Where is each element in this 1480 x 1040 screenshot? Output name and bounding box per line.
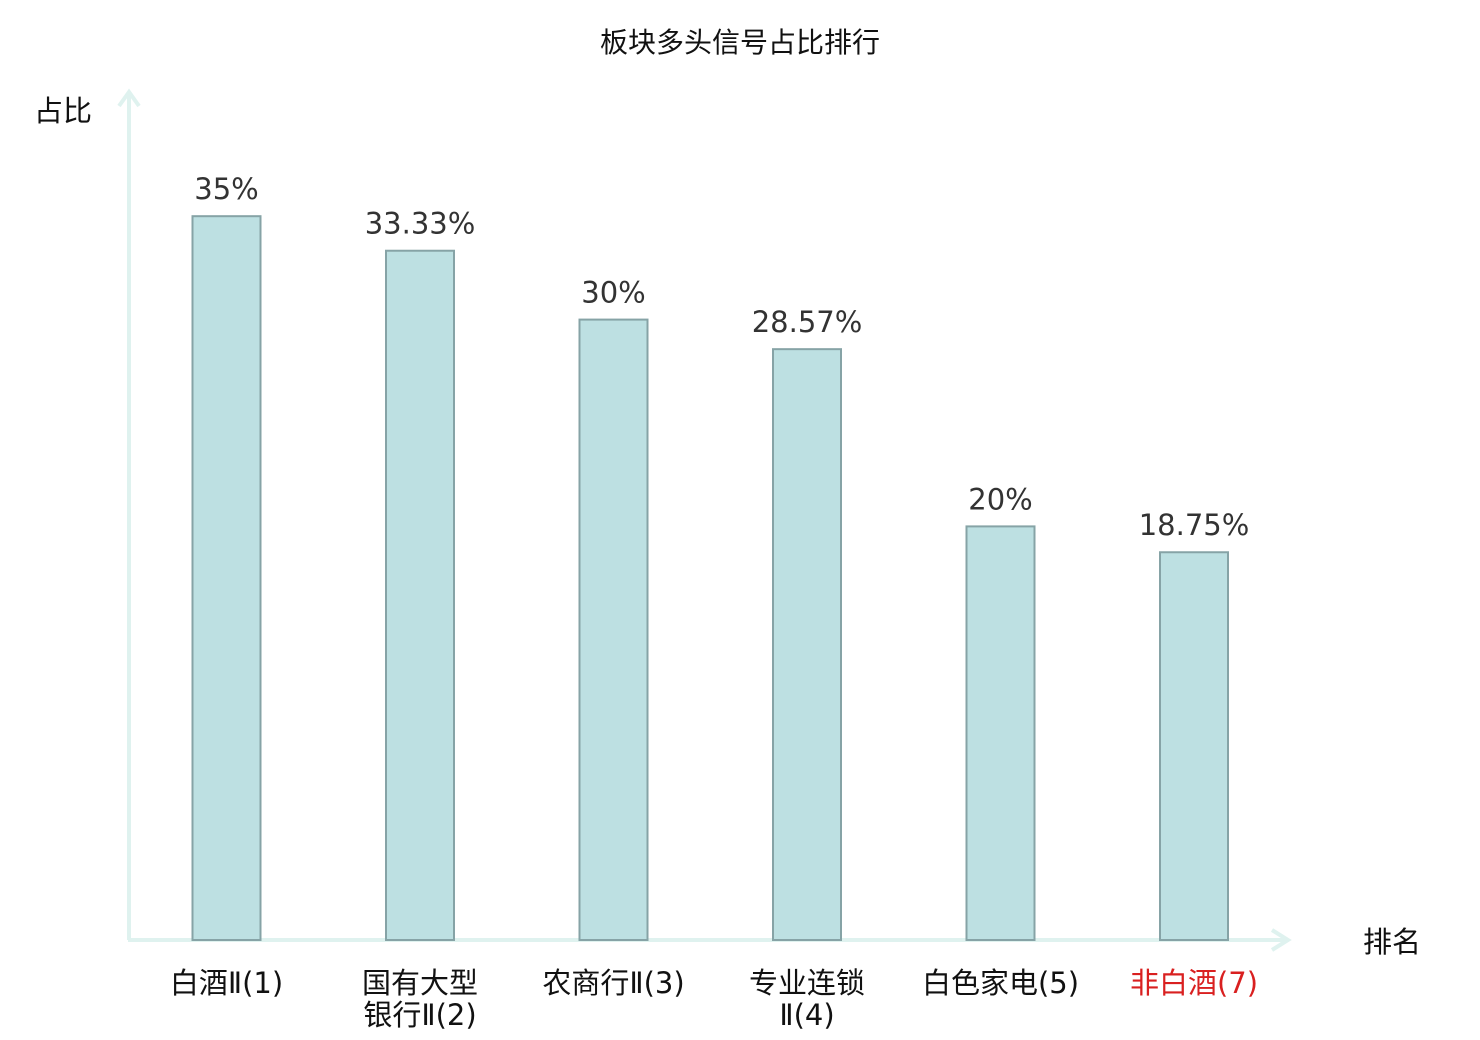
x-axis (128, 928, 1292, 952)
category-label-3: 农商行Ⅱ(3) (542, 966, 684, 1000)
category-labels-group: 白酒Ⅱ(1) 国有大型银行Ⅱ(2) 农商行Ⅱ(3) 专业连锁 Ⅱ(4) 白色家电(5) 非白… (170, 966, 1258, 1032)
value-label-5: 20% (968, 482, 1032, 516)
y-axis (117, 88, 141, 940)
value-labels-group: 35% 33.33% 30% 28.57% 20% 18.75% (194, 172, 1249, 542)
bar-6 (1159, 551, 1229, 941)
x-axis-label: 排名 (1363, 925, 1421, 959)
category-label-2: 国有大型银行Ⅱ(2) (362, 966, 478, 1032)
category-label-line: Ⅱ(4) (779, 998, 834, 1032)
bar-1 (191, 215, 262, 941)
value-label-3: 30% (581, 276, 645, 310)
chart-title: 板块多头信号占比排行 (600, 26, 880, 59)
category-label-line: 银行Ⅱ(2) (363, 998, 476, 1032)
category-label-line: 白色家电(5) (922, 966, 1079, 1000)
bars-group (191, 215, 1229, 942)
category-label-line: 白酒Ⅱ(1) (170, 966, 283, 1000)
y-axis-label: 占比 (34, 94, 92, 128)
value-label-6: 18.75% (1139, 508, 1250, 542)
category-label-line: 农商行Ⅱ(3) (542, 966, 684, 1000)
bar-2 (385, 249, 455, 942)
category-label-4: 专业连锁 Ⅱ(4) (749, 966, 865, 1032)
category-label-6: 非白酒(7) (1130, 966, 1258, 1000)
category-label-5: 白色家电(5) (922, 966, 1079, 1000)
category-label-line: 非白酒(7) (1130, 966, 1258, 1000)
category-label-line: 国有大型 (362, 966, 478, 1000)
value-label-1: 35% (194, 172, 258, 206)
category-label-line: 专业连锁 (749, 966, 865, 1000)
bar-5 (965, 525, 1036, 941)
value-label-4: 28.57% (752, 305, 863, 339)
value-label-2: 33.33% (365, 207, 476, 241)
category-label-1: 白酒Ⅱ(1) (170, 966, 283, 1000)
bar-3 (578, 318, 649, 941)
bar-4 (772, 348, 842, 941)
